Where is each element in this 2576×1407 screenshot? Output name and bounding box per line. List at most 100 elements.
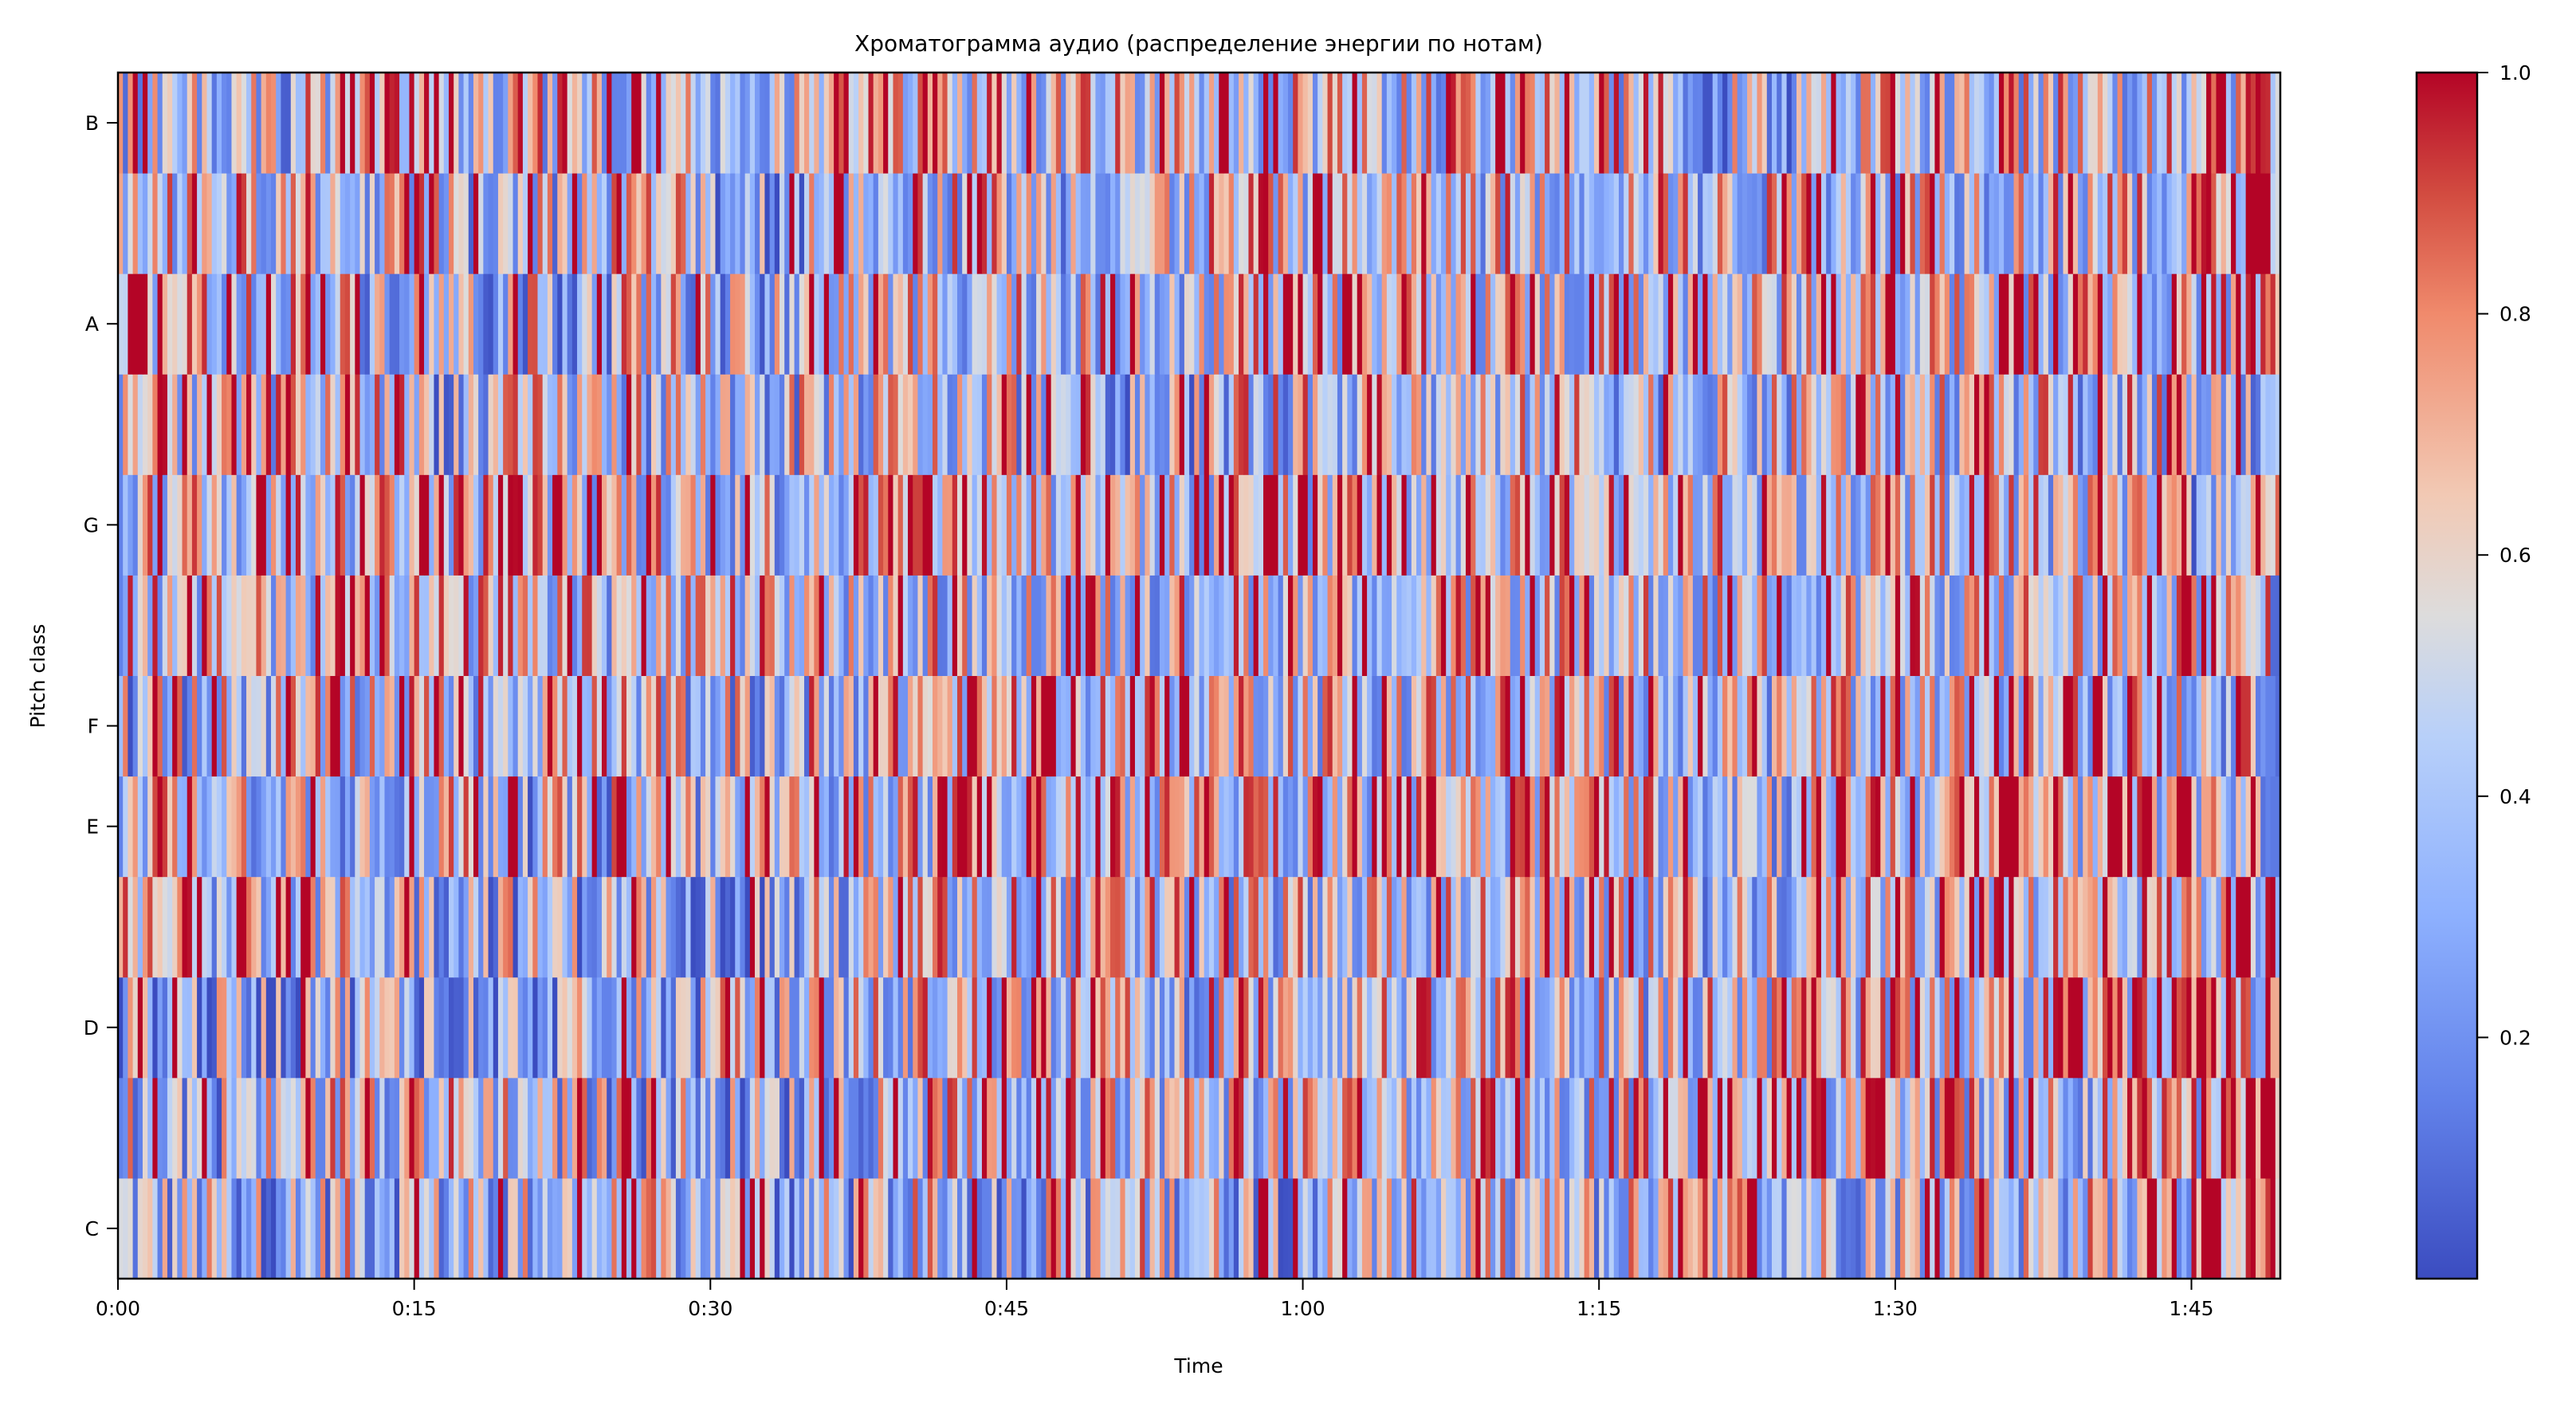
heatmap-cell xyxy=(1239,977,1244,1079)
heatmap-cell xyxy=(1717,675,1723,777)
heatmap-cell xyxy=(577,73,583,174)
heatmap-cell xyxy=(483,173,489,274)
heatmap-cell xyxy=(1653,876,1659,978)
heatmap-cell xyxy=(1549,474,1556,576)
heatmap-cell xyxy=(1208,374,1215,475)
heatmap-cell xyxy=(2216,374,2222,475)
heatmap-cell xyxy=(1431,876,1437,978)
heatmap-cell xyxy=(878,173,884,274)
heatmap-cell xyxy=(631,675,637,777)
heatmap-cell xyxy=(1376,1177,1383,1279)
heatmap-cell xyxy=(2256,1077,2261,1179)
heatmap-cell xyxy=(1514,474,1521,576)
heatmap-cell xyxy=(1134,575,1141,676)
heatmap-cell xyxy=(774,1077,780,1179)
heatmap-cell xyxy=(1919,675,1926,777)
heatmap-cell xyxy=(1050,173,1057,274)
heatmap-cell xyxy=(2107,374,2114,475)
heatmap-cell xyxy=(749,173,756,274)
heatmap-cell xyxy=(375,876,380,978)
heatmap-cell xyxy=(344,575,351,676)
heatmap-cell xyxy=(443,675,450,777)
heatmap-cell xyxy=(1465,173,1471,274)
heatmap-cell xyxy=(695,1077,701,1179)
heatmap-cell xyxy=(285,977,292,1079)
heatmap-cell xyxy=(760,776,766,878)
heatmap-cell xyxy=(1914,1077,1921,1179)
heatmap-cell xyxy=(2250,474,2256,576)
heatmap-cell xyxy=(661,374,667,475)
heatmap-cell xyxy=(1164,273,1170,375)
heatmap-cell xyxy=(128,173,134,274)
heatmap-cell xyxy=(1648,675,1654,777)
heatmap-cell xyxy=(863,173,870,274)
heatmap-cell xyxy=(571,1177,578,1279)
heatmap-cell xyxy=(1772,977,1777,1079)
heatmap-cell xyxy=(587,1077,593,1179)
heatmap-cell xyxy=(656,876,662,978)
heatmap-cell xyxy=(197,1177,202,1279)
heatmap-cell xyxy=(1495,776,1501,878)
heatmap-cell xyxy=(1455,173,1462,274)
heatmap-cell xyxy=(2270,173,2276,274)
heatmap-cell xyxy=(1712,173,1718,274)
heatmap-cell xyxy=(2211,776,2217,878)
heatmap-cell xyxy=(497,675,504,777)
heatmap-cell xyxy=(809,776,815,878)
heatmap-cell xyxy=(1214,1077,1219,1179)
heatmap-cell xyxy=(537,173,544,274)
heatmap-cell xyxy=(1836,374,1842,475)
heatmap-cell xyxy=(1480,776,1486,878)
heatmap-cell xyxy=(1954,1177,1960,1279)
heatmap-cell xyxy=(602,173,607,274)
heatmap-cell xyxy=(1658,374,1664,475)
heatmap-cell xyxy=(616,977,622,1079)
heatmap-cell xyxy=(1855,374,1862,475)
heatmap-cell xyxy=(2058,876,2064,978)
heatmap-cell xyxy=(191,374,198,475)
heatmap-cell xyxy=(1287,173,1294,274)
heatmap-cell xyxy=(828,173,834,274)
heatmap-cell xyxy=(2058,675,2064,777)
heatmap-cell xyxy=(1357,1077,1363,1179)
heatmap-cell xyxy=(2176,1077,2182,1179)
heatmap-cell xyxy=(690,977,697,1079)
heatmap-cell xyxy=(1594,273,1600,375)
heatmap-cell xyxy=(2236,876,2242,978)
heatmap-cell xyxy=(1223,474,1230,576)
heatmap-cell xyxy=(1342,173,1348,274)
heatmap-cell xyxy=(1939,173,1946,274)
heatmap-cell xyxy=(537,1077,544,1179)
heatmap-cell xyxy=(2265,575,2272,676)
heatmap-cell xyxy=(1633,977,1639,1079)
heatmap-cell xyxy=(522,977,528,1079)
heatmap-cell xyxy=(1021,575,1027,676)
heatmap-cell xyxy=(1352,1077,1358,1179)
heatmap-cell xyxy=(1243,374,1250,475)
heatmap-cell xyxy=(927,675,933,777)
heatmap-cell xyxy=(730,273,736,375)
heatmap-cell xyxy=(488,1177,494,1279)
heatmap-cell xyxy=(1678,273,1684,375)
heatmap-cell xyxy=(1110,977,1116,1079)
heatmap-cell xyxy=(142,273,148,375)
heatmap-cell xyxy=(730,474,736,576)
heatmap-cell xyxy=(512,474,519,576)
heatmap-cell xyxy=(537,876,544,978)
heatmap-cell xyxy=(197,876,202,978)
heatmap-cell xyxy=(987,876,992,978)
heatmap-cell xyxy=(271,1077,277,1179)
heatmap-cell xyxy=(1712,776,1718,878)
heatmap-cell xyxy=(1667,575,1674,676)
heatmap-cell xyxy=(2083,173,2089,274)
heatmap-cell xyxy=(962,73,968,174)
heatmap-cell xyxy=(2122,776,2128,878)
heatmap-cell xyxy=(942,1077,948,1179)
heatmap-cell xyxy=(528,675,533,777)
heatmap-cell xyxy=(1860,876,1867,978)
heatmap-cell xyxy=(1599,977,1605,1079)
heatmap-cell xyxy=(1973,1177,1980,1279)
heatmap-cell xyxy=(369,675,375,777)
heatmap-cell xyxy=(1599,374,1605,475)
heatmap-cell xyxy=(1989,876,1995,978)
